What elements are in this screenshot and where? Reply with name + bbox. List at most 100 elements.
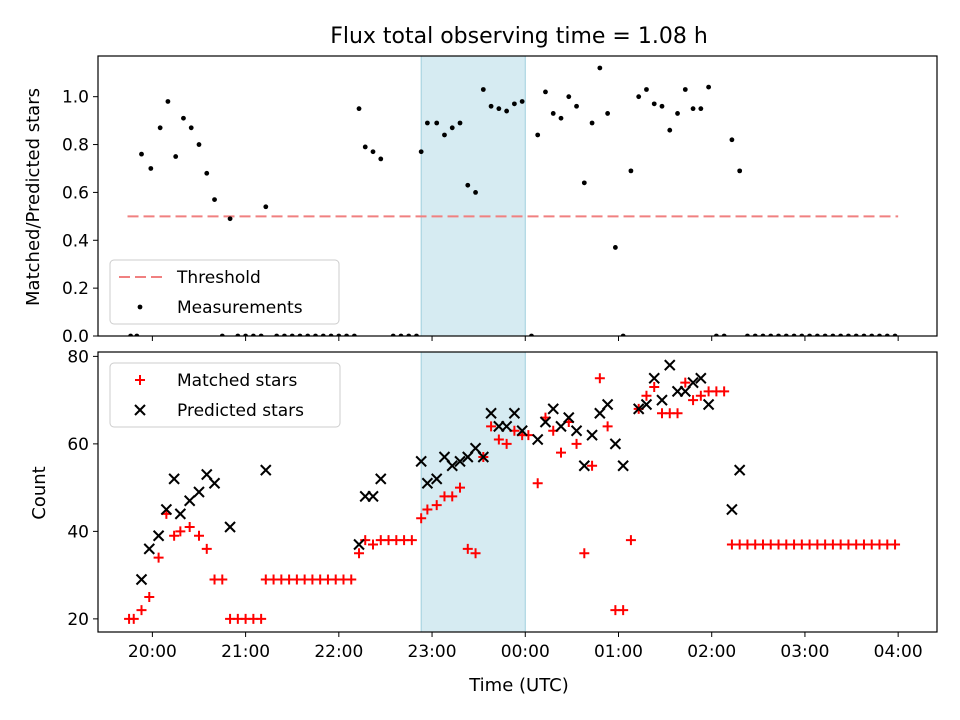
data-point — [602, 421, 613, 432]
data-point — [682, 87, 688, 92]
data-point — [184, 522, 195, 532]
data-point — [406, 535, 417, 546]
legend-symbol — [135, 375, 145, 385]
data-point — [695, 390, 706, 401]
data-point — [442, 132, 447, 138]
data-point — [465, 182, 471, 188]
data-point — [488, 103, 494, 109]
data-point — [589, 120, 595, 126]
axes-frame — [97, 55, 938, 337]
data-point — [636, 94, 642, 100]
y-tick-label: 40 — [67, 522, 89, 542]
data-point — [733, 464, 746, 476]
data-point — [504, 108, 510, 114]
data-point — [556, 447, 567, 458]
data-point — [196, 142, 202, 147]
data-point — [563, 411, 575, 424]
x-tick-label: 03:00 — [780, 642, 829, 662]
legend-box — [109, 362, 341, 428]
data-point — [726, 503, 738, 516]
data-point — [169, 530, 180, 541]
data-point — [454, 455, 466, 468]
data-point — [217, 574, 228, 585]
data-point — [617, 460, 629, 472]
data-point — [632, 403, 645, 415]
data-point — [224, 521, 236, 533]
data-point — [640, 398, 653, 411]
data-point — [181, 115, 186, 121]
legend-box — [109, 259, 340, 325]
data-point — [193, 530, 204, 541]
data-point — [485, 407, 497, 419]
data-point — [144, 592, 155, 602]
data-point — [193, 486, 205, 498]
data-point — [729, 137, 735, 143]
data-point — [447, 491, 458, 502]
data-point — [431, 473, 443, 485]
data-point — [446, 460, 458, 472]
y-tick-label: 80 — [67, 347, 89, 367]
data-point — [687, 376, 699, 389]
data-point — [644, 87, 649, 92]
data-point — [136, 605, 147, 616]
data-point — [597, 65, 603, 71]
y-tick-label: 0.4 — [62, 231, 89, 251]
x-axis-label: Time (UTC) — [468, 675, 569, 696]
data-point — [174, 508, 187, 520]
data-point — [415, 455, 427, 468]
data-point — [260, 464, 272, 476]
data-point — [571, 438, 582, 449]
data-point — [157, 125, 163, 131]
x-tick-label: 20:00 — [128, 642, 177, 662]
x-tick-label: 04:00 — [874, 642, 923, 662]
legend-label: Matched stars — [177, 371, 297, 391]
data-point — [165, 99, 171, 104]
data-point — [550, 111, 556, 116]
data-point — [227, 216, 233, 222]
y-tick-label: 0.6 — [62, 183, 89, 203]
data-point — [574, 103, 579, 109]
data-point — [208, 477, 221, 489]
data-point — [143, 543, 155, 555]
x-tick-label: 00:00 — [501, 642, 550, 662]
data-point — [675, 111, 680, 116]
x-tick-label: 22:00 — [314, 642, 363, 662]
data-point — [367, 490, 379, 503]
legend-label: Threshold — [176, 268, 261, 288]
legend-label: Measurements — [177, 298, 303, 318]
data-point — [457, 120, 463, 126]
data-point — [558, 115, 564, 121]
data-point — [695, 372, 707, 384]
data-point — [523, 430, 534, 441]
data-point — [204, 170, 210, 176]
data-point — [618, 605, 629, 616]
data-point — [659, 103, 665, 109]
x-tick-label: 23:00 — [408, 642, 457, 662]
top-y-axis-label: Matched/Predicted stars — [23, 88, 44, 306]
data-point — [188, 125, 194, 131]
data-point — [470, 548, 481, 559]
data-point — [667, 127, 673, 133]
data-point — [594, 373, 605, 384]
x-tick-label: 01:00 — [594, 642, 643, 662]
legend: Threshold Measurements — [109, 259, 340, 325]
data-point — [587, 460, 598, 471]
y-tick-label: 0.0 — [62, 327, 89, 347]
data-point — [183, 495, 196, 507]
data-point — [378, 156, 384, 162]
legend-label: Predicted stars — [177, 401, 304, 421]
data-point — [173, 154, 179, 159]
data-point — [263, 204, 269, 210]
data-point — [368, 539, 379, 550]
data-point — [480, 87, 486, 92]
data-point — [698, 106, 704, 112]
data-point — [160, 503, 173, 516]
data-point — [152, 530, 165, 542]
data-point — [706, 84, 712, 90]
data-point — [579, 548, 590, 559]
data-point — [578, 460, 591, 472]
y-tick-label: 0.8 — [62, 136, 89, 156]
data-point — [421, 477, 434, 489]
observing-window-band — [420, 55, 526, 337]
data-point — [418, 149, 424, 155]
